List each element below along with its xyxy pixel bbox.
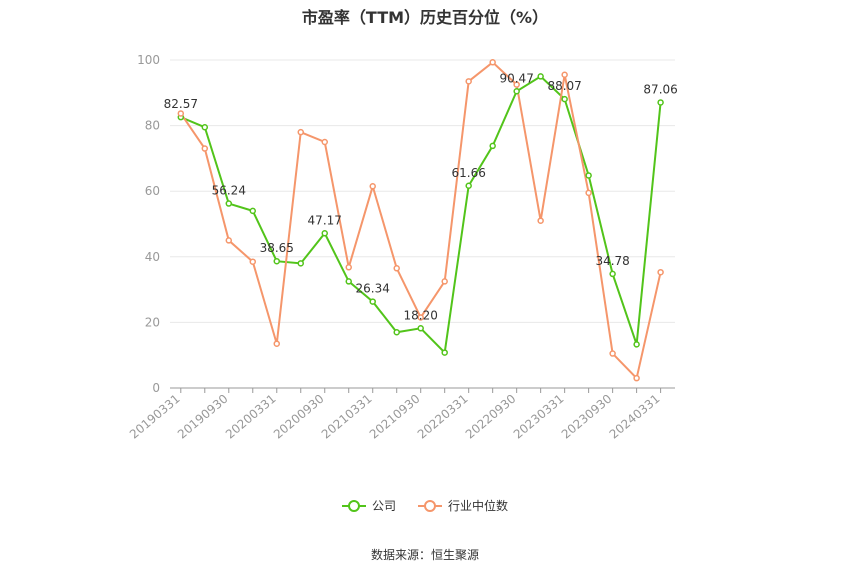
- data-point-company: [249, 207, 257, 215]
- data-point-industry: [513, 81, 520, 88]
- data-point-industry: [297, 128, 304, 136]
- data-point-industry: [465, 78, 472, 85]
- data-point-company: [537, 73, 544, 80]
- chart-title: 市盈率（TTM）历史百分位（%）: [301, 8, 549, 27]
- data-point-company: [225, 200, 233, 207]
- data-label: 26.34: [356, 282, 390, 296]
- x-tick-label: 20240331: [607, 392, 663, 442]
- data-label: 47.17: [308, 213, 342, 227]
- data-label: 18.20: [404, 308, 438, 322]
- data-label: 88.07: [547, 79, 581, 93]
- data-point-company: [609, 270, 616, 278]
- x-tick-label: 20220930: [463, 392, 519, 442]
- data-point-company: [297, 260, 304, 267]
- data-point-industry: [345, 264, 352, 271]
- data-point-industry: [225, 237, 233, 244]
- data-point-company: [513, 88, 520, 95]
- data-point-company: [393, 328, 400, 336]
- y-tick-label: 80: [145, 119, 160, 133]
- data-source: 数据来源：恒生聚源: [370, 548, 479, 562]
- data-point-company: [561, 95, 568, 103]
- x-tick-label: 20210331: [319, 392, 375, 442]
- x-tick-label: 20200930: [271, 392, 327, 442]
- data-point-industry: [177, 110, 185, 117]
- data-point-industry: [393, 265, 400, 272]
- data-label: 61.66: [452, 166, 486, 180]
- y-tick-label: 20: [145, 315, 160, 329]
- data-point-company: [417, 325, 424, 332]
- legend-item-company[interactable]: 公司: [341, 497, 396, 514]
- x-tick-label: 20200331: [223, 392, 279, 442]
- data-point-industry: [249, 258, 257, 265]
- data-label: 56.24: [212, 184, 246, 198]
- data-label: 82.57: [164, 97, 198, 111]
- data-point-company: [273, 257, 281, 265]
- data-point-industry: [273, 340, 281, 347]
- data-point-company: [465, 182, 472, 190]
- data-point-industry: [321, 138, 328, 146]
- data-point-company: [585, 172, 592, 179]
- legend-swatch-company-icon: [341, 499, 366, 512]
- data-point-industry: [657, 268, 664, 276]
- y-tick-label: 40: [145, 250, 160, 264]
- data-point-industry: [369, 183, 376, 190]
- data-point-company: [321, 230, 328, 237]
- legend: 公司 行业中位数: [0, 497, 850, 514]
- legend-swatch-industry-icon: [418, 499, 442, 512]
- legend-label-company: 公司: [371, 499, 396, 513]
- data-point-company: [657, 99, 664, 106]
- legend-label-industry: 行业中位数: [448, 499, 509, 513]
- data-point-industry: [561, 71, 568, 79]
- x-tick-label: 20230930: [559, 392, 615, 442]
- data-point-industry: [201, 145, 209, 152]
- y-tick-label: 60: [145, 184, 160, 198]
- data-point-company: [201, 123, 209, 131]
- data-point-industry: [633, 374, 640, 382]
- data-point-company: [489, 142, 496, 150]
- data-label: 90.47: [499, 71, 533, 85]
- data-point-industry: [441, 278, 448, 285]
- data-label: 87.06: [643, 82, 677, 96]
- x-tick-label: 20230331: [511, 392, 567, 442]
- data-point-industry: [537, 217, 544, 224]
- legend-item-industry[interactable]: 行业中位数: [418, 497, 508, 514]
- data-label: 34.78: [595, 254, 629, 268]
- data-point-industry: [585, 189, 592, 197]
- data-point-industry: [489, 59, 496, 66]
- data-point-industry: [417, 314, 424, 321]
- x-tick-label: 20190930: [175, 392, 231, 442]
- x-tick-label: 20190331: [127, 392, 183, 442]
- x-tick-label: 20210930: [367, 392, 423, 442]
- data-point-company: [441, 349, 448, 356]
- data-point-company: [633, 341, 640, 348]
- data-point-company: [345, 278, 352, 285]
- y-tick-label: 100: [137, 53, 160, 67]
- y-tick-label: 0: [152, 381, 160, 395]
- data-label: 38.65: [260, 241, 294, 255]
- data-point-industry: [609, 350, 616, 357]
- data-point-company: [369, 298, 376, 305]
- x-tick-label: 20220331: [415, 392, 471, 442]
